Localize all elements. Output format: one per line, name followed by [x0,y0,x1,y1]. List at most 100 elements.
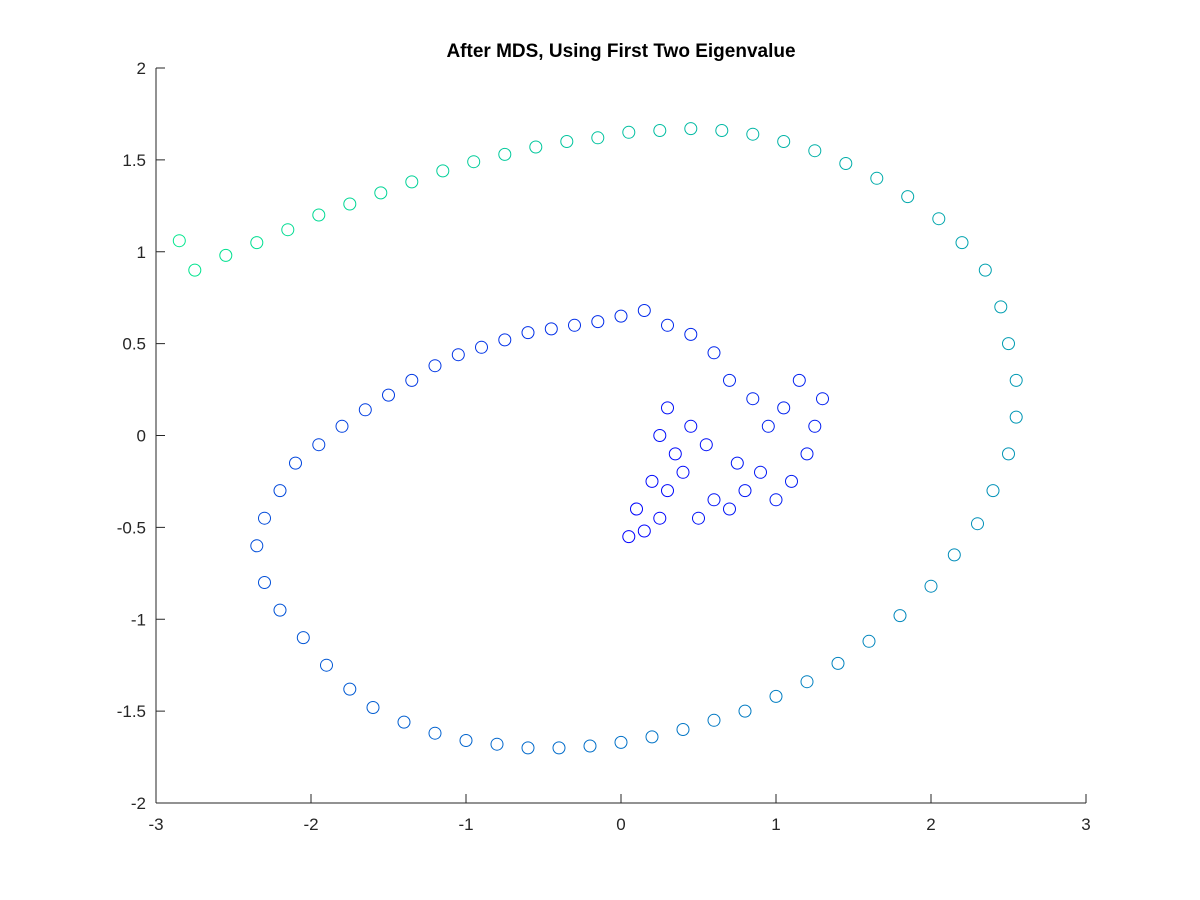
data-point [552,741,566,755]
data-point [932,212,946,226]
data-point [428,359,442,373]
y-tick-label: 0 [137,427,146,446]
data-point [707,346,721,360]
data-point [901,190,915,204]
data-point [676,723,690,736]
data-point [746,392,760,406]
data-point [281,223,295,237]
data-point [792,373,806,387]
data-point [1009,410,1023,424]
y-tick-label: 2 [137,59,146,78]
data-point [428,726,442,740]
data-point [769,493,783,507]
data-point [614,735,628,749]
data-point [800,675,814,689]
data-point [971,517,984,531]
data-point [808,419,822,433]
data-point [785,474,798,488]
data-point [335,419,349,433]
y-tick-label: -2 [131,794,146,813]
data-point [684,419,698,433]
data-point [761,419,775,433]
data-point [498,333,512,347]
data-point [591,315,605,329]
data-point [645,474,659,488]
data-point [397,715,411,729]
data-point [839,157,853,170]
data-point [955,236,969,250]
data-point [219,248,233,262]
x-axis-ticks: -3 -2 -1 0 1 2 3 [148,794,1091,834]
data-point [816,392,829,406]
x-tick-label: -1 [458,815,473,834]
data-point [1002,447,1015,461]
data-point [924,579,938,593]
data-point [723,373,736,387]
x-tick-label: 3 [1081,815,1090,834]
data-point [715,124,729,137]
x-tick-label: -3 [148,815,163,834]
data-point [188,263,202,277]
data-point [374,186,388,200]
data-point [490,737,504,751]
data-point [622,530,636,544]
data-point [668,447,682,461]
x-tick-label: 0 [616,815,625,834]
data-point [870,171,884,185]
data-point [343,197,357,211]
data-point [366,701,380,714]
data-point [653,429,667,442]
data-point [692,511,705,525]
data-point [258,511,271,525]
data-point [630,502,643,516]
data-point [637,304,651,317]
data-point [529,140,543,154]
data-point [746,127,760,141]
y-tick-label: 0.5 [122,335,146,354]
data-point [436,164,450,178]
data-point [172,234,186,248]
data-point [451,348,465,362]
y-tick-label: -0.5 [117,518,146,537]
data-point [312,438,326,452]
y-axis-ticks: 2 1.5 1 0.5 0 -0.5 -1 -1.5 -2 [117,59,165,813]
data-point [808,144,822,158]
data-point [707,713,721,727]
y-tick-label: -1.5 [117,702,146,721]
data-point [405,373,419,387]
data-point [358,403,372,417]
data-point [591,131,605,145]
data-point [661,484,674,498]
data-point [684,327,698,341]
data-point [754,465,767,479]
data-point [645,730,659,744]
data-point [661,401,674,415]
data-point [738,484,752,498]
data-point [1002,337,1015,351]
data-point [653,124,667,137]
data-point [467,155,481,169]
data-point [521,326,535,340]
data-point [738,704,752,718]
data-point [986,484,1000,498]
data-point [661,318,674,332]
data-point [614,309,628,323]
data-point [994,300,1008,314]
data-point [475,340,488,354]
data-point [622,125,636,139]
data-point [405,175,419,189]
data-point [273,603,287,617]
y-tick-label: 1 [137,243,146,262]
data-point [343,682,357,696]
data-point [521,741,535,755]
data-point [312,208,326,222]
data-point [320,658,333,672]
data-point [730,456,744,470]
data-point [544,322,558,336]
data-point [250,539,264,553]
data-point [684,122,698,136]
chart-title: After MDS, Using First Two Eigenvalue [446,41,795,62]
data-point [862,634,876,648]
